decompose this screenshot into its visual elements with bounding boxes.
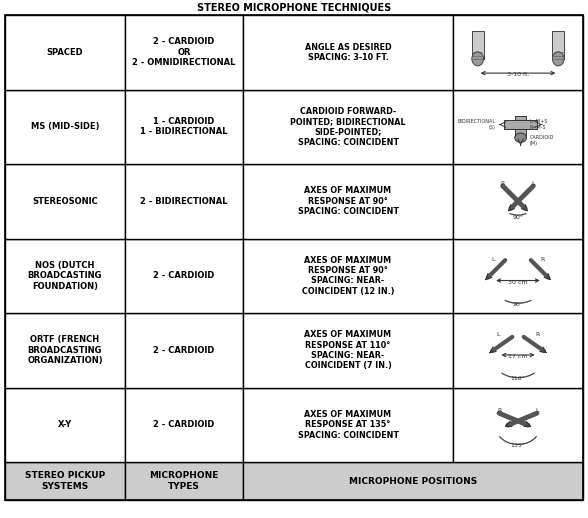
Text: AXES OF MAXIMUM
RESPONSE AT 135°
SPACING: COINCIDENT: AXES OF MAXIMUM RESPONSE AT 135° SPACING… xyxy=(298,410,399,440)
Bar xyxy=(5,462,125,500)
Text: L: L xyxy=(497,332,500,337)
Text: ORTF (FRENCH
BROADCASTING
ORGANIZATION): ORTF (FRENCH BROADCASTING ORGANIZATION) xyxy=(27,335,103,365)
Text: MS (MID-SIDE): MS (MID-SIDE) xyxy=(31,122,99,131)
Ellipse shape xyxy=(553,52,564,66)
Bar xyxy=(243,164,453,238)
Text: AXES OF MAXIMUM
RESPONSE AT 90°
SPACING: COINCIDENT: AXES OF MAXIMUM RESPONSE AT 90° SPACING:… xyxy=(298,186,399,216)
Bar xyxy=(243,90,453,164)
Text: 90°: 90° xyxy=(513,215,523,220)
Text: R: R xyxy=(540,257,545,262)
Bar xyxy=(243,238,453,313)
Bar xyxy=(125,90,243,164)
Text: 17 cm: 17 cm xyxy=(508,354,528,359)
Text: R: R xyxy=(500,181,505,186)
Text: X-Y: X-Y xyxy=(58,420,72,429)
Text: AXES OF MAXIMUM
RESPONSE AT 90°
SPACING: NEAR-
COINCIDENT (12 IN.): AXES OF MAXIMUM RESPONSE AT 90° SPACING:… xyxy=(302,256,394,296)
Text: 3-10 ft.: 3-10 ft. xyxy=(507,72,529,77)
Bar xyxy=(5,164,125,238)
Text: 90°: 90° xyxy=(513,302,523,307)
Bar xyxy=(5,313,125,387)
Text: SPACED: SPACED xyxy=(46,48,83,57)
Text: MICROPHONE
TYPES: MICROPHONE TYPES xyxy=(149,471,219,491)
Text: NOS (DUTCH
BROADCASTING
FOUNDATION): NOS (DUTCH BROADCASTING FOUNDATION) xyxy=(28,261,102,291)
Text: 1 - CARDIOID
1 - BIDIRECTIONAL: 1 - CARDIOID 1 - BIDIRECTIONAL xyxy=(141,117,228,136)
Bar xyxy=(453,313,583,387)
Bar xyxy=(472,31,483,59)
Bar xyxy=(125,313,243,387)
Text: L: L xyxy=(535,408,539,413)
Text: STEREOSONIC: STEREOSONIC xyxy=(32,197,98,206)
Text: STEREO MICROPHONE TECHNIQUES: STEREO MICROPHONE TECHNIQUES xyxy=(197,3,391,13)
Text: AXES OF MAXIMUM
RESPONSE AT 110°
SPACING: NEAR-
COINCIDENT (7 IN.): AXES OF MAXIMUM RESPONSE AT 110° SPACING… xyxy=(305,330,392,370)
Bar xyxy=(125,238,243,313)
Text: 2 - CARDIOID: 2 - CARDIOID xyxy=(153,271,215,280)
Bar xyxy=(453,238,583,313)
Bar xyxy=(125,387,243,462)
Bar xyxy=(553,31,564,59)
Text: CARDIOID
(M): CARDIOID (M) xyxy=(529,135,554,146)
Bar xyxy=(453,90,583,164)
Bar xyxy=(505,120,537,129)
Bar xyxy=(243,15,453,90)
Text: 2 - CARDIOID
OR
2 - OMNIDIRECTIONAL: 2 - CARDIOID OR 2 - OMNIDIRECTIONAL xyxy=(132,37,236,67)
Bar xyxy=(243,313,453,387)
Text: 2 - BIDIRECTIONAL: 2 - BIDIRECTIONAL xyxy=(141,197,228,206)
Bar xyxy=(5,387,125,462)
Ellipse shape xyxy=(514,133,526,142)
Bar xyxy=(453,164,583,238)
Text: ANGLE AS DESIRED
SPACING: 3-10 FT.: ANGLE AS DESIRED SPACING: 3-10 FT. xyxy=(305,42,391,62)
Text: 2 - CARDIOID: 2 - CARDIOID xyxy=(153,420,215,429)
Text: R: R xyxy=(536,332,540,337)
Text: 30 cm: 30 cm xyxy=(508,280,528,284)
Bar xyxy=(5,90,125,164)
Bar xyxy=(243,387,453,462)
Bar xyxy=(125,164,243,238)
Bar xyxy=(453,15,583,90)
Text: 2 - CARDIOID: 2 - CARDIOID xyxy=(153,346,215,355)
Text: L: L xyxy=(492,257,495,262)
Text: 135°: 135° xyxy=(510,443,526,449)
Text: L=M+S
R=M-S: L=M+S R=M-S xyxy=(529,119,548,130)
Text: L: L xyxy=(532,181,535,186)
Text: 110°: 110° xyxy=(510,377,525,381)
Bar xyxy=(125,462,243,500)
Text: STEREO PICKUP
SYSTEMS: STEREO PICKUP SYSTEMS xyxy=(25,471,105,491)
Bar xyxy=(5,238,125,313)
Text: BIDIRECTIONAL
(S): BIDIRECTIONAL (S) xyxy=(457,119,495,130)
Bar xyxy=(453,387,583,462)
Ellipse shape xyxy=(472,52,483,66)
Text: CARDIOID FORWARD-
POINTED; BIDIRECTIONAL
SIDE-POINTED;
SPACING: COINCIDENT: CARDIOID FORWARD- POINTED; BIDIRECTIONAL… xyxy=(290,107,406,147)
Bar xyxy=(5,15,125,90)
Bar xyxy=(125,15,243,90)
Bar xyxy=(243,462,583,500)
Text: MICROPHONE POSITIONS: MICROPHONE POSITIONS xyxy=(349,477,477,485)
Text: R: R xyxy=(497,408,501,413)
Bar xyxy=(514,116,526,138)
